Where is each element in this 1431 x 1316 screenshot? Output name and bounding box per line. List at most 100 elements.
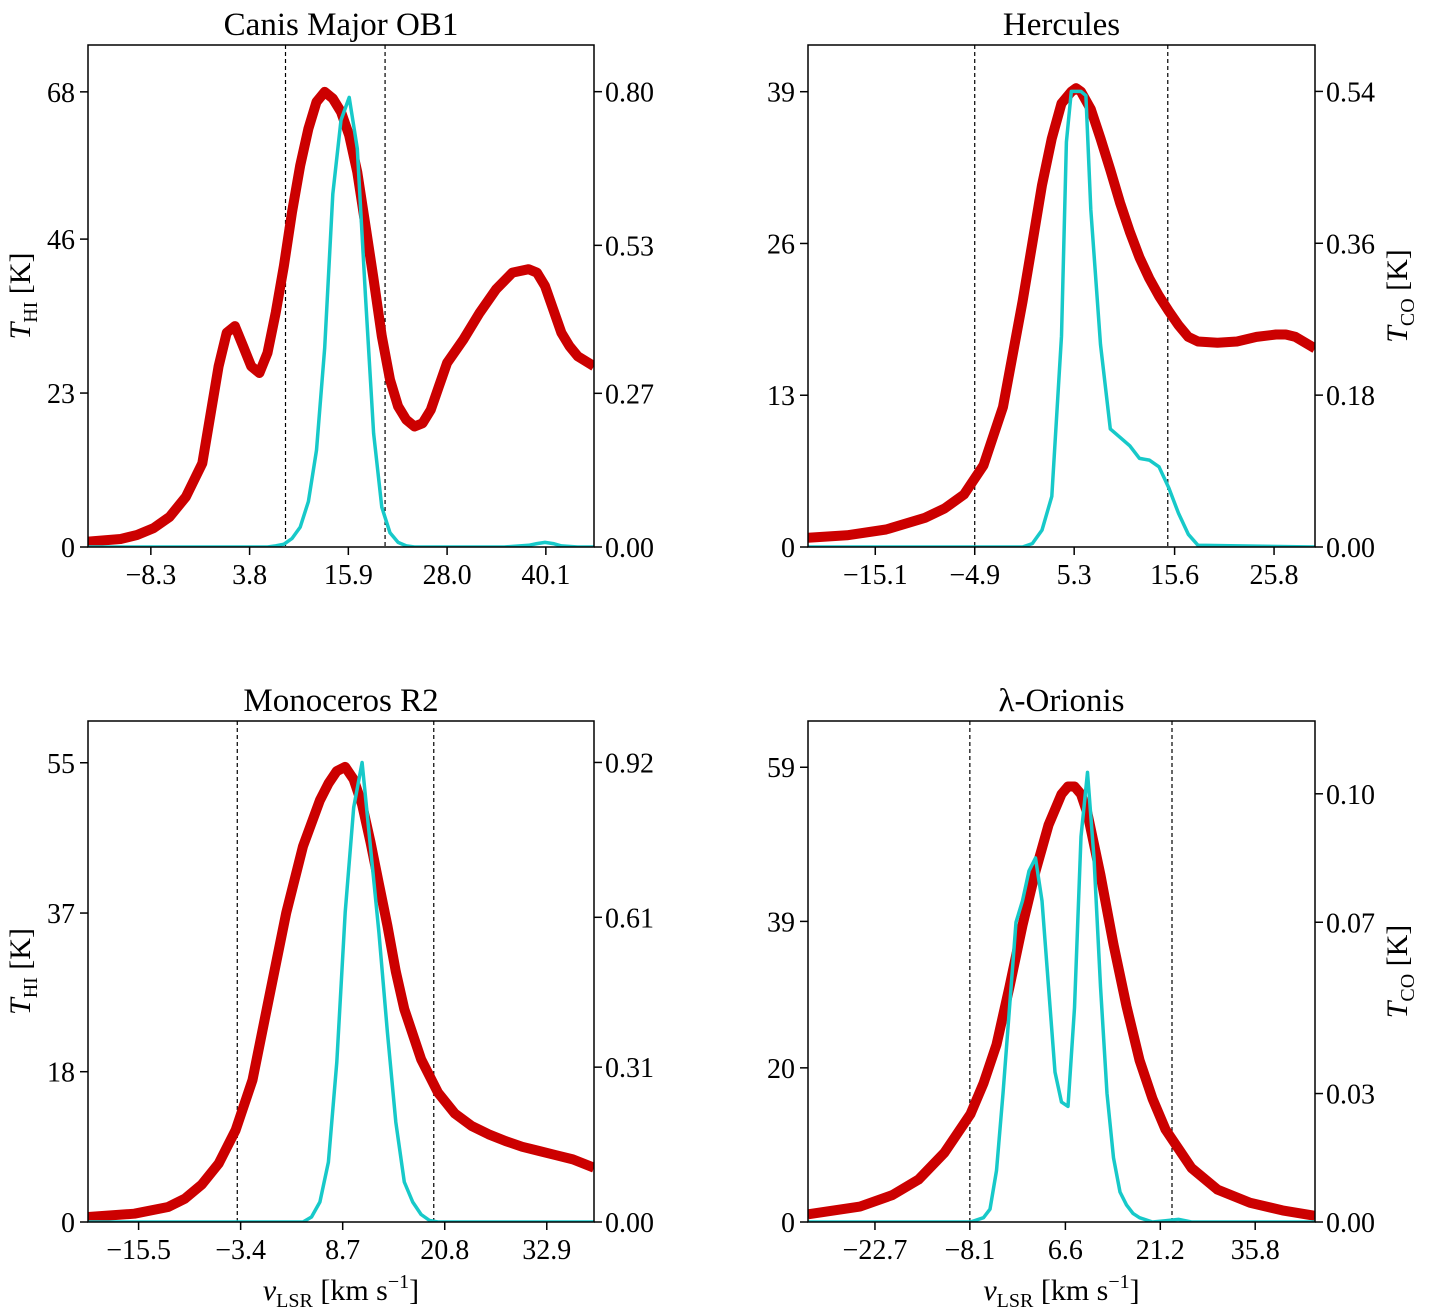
chart-title: Monoceros R2 — [243, 683, 438, 719]
y-axis-label-left-main: T — [4, 320, 37, 339]
y-tick-label-left: 18 — [47, 1058, 75, 1089]
x-tick-label: 25.8 — [1250, 560, 1299, 591]
x-tick-label: −15.5 — [106, 1235, 171, 1266]
y-tick-label-left: 23 — [47, 379, 75, 410]
y-tick-label-right: 0.00 — [1326, 1208, 1375, 1239]
y-tick-label-left: 37 — [47, 899, 75, 930]
y-axis-label-left-subscript: HI — [20, 302, 42, 323]
x-tick-label: −4.9 — [949, 560, 1000, 591]
y-tick-label-left: 0 — [61, 533, 75, 564]
y-tick-label-left: 0 — [781, 533, 795, 564]
y-axis-label-left-unit: [K] — [4, 253, 37, 302]
x-tick-label: 28.0 — [423, 560, 472, 591]
y-axis-label-right-subscript: CO — [1397, 298, 1419, 326]
y-axis-label-left-subscript: HI — [20, 977, 42, 998]
y-axis-label-left-unit: [K] — [4, 928, 37, 977]
y-tick-label-right: 0.92 — [605, 748, 654, 779]
co-line — [88, 760, 594, 1222]
x-axis-label-superscript: −1 — [388, 1271, 409, 1293]
y-axis-label-right-subscript: CO — [1397, 974, 1419, 1002]
y-tick-label-right: 0.00 — [605, 1208, 654, 1239]
y-axis-label-right: TCO [K] — [1381, 249, 1419, 343]
y-axis-label-right-main: T — [1381, 999, 1414, 1018]
y-tick-label-right: 0.36 — [1326, 229, 1375, 260]
x-tick-label: 15.6 — [1150, 560, 1199, 591]
x-tick-label: −3.4 — [215, 1235, 266, 1266]
x-axis-label-subscript: LSR — [997, 1290, 1034, 1312]
x-axis-label-superscript: −1 — [1108, 1271, 1129, 1293]
plot-frame — [87, 720, 595, 1223]
y-tick-label-right: 0.27 — [605, 379, 654, 410]
x-tick-label: −15.1 — [843, 560, 908, 591]
y-tick-label-left: 26 — [767, 229, 795, 260]
hi-line — [808, 83, 1315, 543]
y-axis-label-right-main: T — [1381, 324, 1414, 343]
y-tick-label-left: 68 — [47, 78, 75, 109]
x-tick-label: 32.9 — [522, 1235, 571, 1266]
y-axis-label-left: THI [K] — [4, 253, 42, 340]
x-tick-label: −8.1 — [944, 1235, 995, 1266]
chart-title: Hercules — [1003, 7, 1120, 43]
x-axis-label-unit: [km s — [313, 1274, 388, 1307]
chart-panel-4: −22.7 −8.1 6.6 21.2 35.8 0 20 39 59 0.00 0.03 0.07 0… — [767, 683, 1419, 1312]
x-axis-label-main: v — [263, 1274, 277, 1307]
x-tick-label: 35.8 — [1231, 1235, 1280, 1266]
x-axis-label-end: ] — [409, 1274, 419, 1307]
x-tick-label: −22.7 — [843, 1235, 908, 1266]
y-tick-label-left: 20 — [767, 1054, 795, 1085]
y-tick-label-right: 0.54 — [1326, 77, 1375, 108]
y-tick-label-right: 0.00 — [605, 533, 654, 564]
plot-frame — [807, 720, 1316, 1223]
y-tick-label-left: 39 — [767, 907, 795, 938]
x-axis-label-subscript: LSR — [276, 1290, 313, 1312]
x-tick-label: 6.6 — [1048, 1235, 1083, 1266]
co-line — [88, 95, 594, 547]
y-tick-label-right: 0.07 — [1326, 908, 1375, 939]
hi-line — [808, 781, 1315, 1221]
y-axis-label-right-unit: [K] — [1381, 249, 1414, 298]
chart-panel-3: −15.5 −3.4 8.7 20.8 32.9 0 18 37 55 0.00 0.31 0.61 0… — [4, 683, 654, 1312]
x-tick-label: 15.9 — [324, 560, 373, 591]
plot-frame — [807, 44, 1316, 548]
x-axis-label: vLSR [km s−1] — [263, 1271, 419, 1312]
y-tick-label-right: 0.80 — [605, 78, 654, 109]
x-tick-label: 21.2 — [1136, 1235, 1185, 1266]
plot-frame — [87, 44, 595, 548]
y-axis-label-left-main: T — [4, 996, 37, 1015]
y-tick-label-left: 46 — [47, 225, 75, 256]
y-tick-label-right: 0.18 — [1326, 381, 1375, 412]
y-tick-label-left: 55 — [47, 749, 75, 780]
y-tick-label-left: 13 — [767, 381, 795, 412]
chart-title: Canis Major OB1 — [224, 7, 459, 43]
x-tick-label: 8.7 — [325, 1235, 360, 1266]
x-axis-label-main: v — [983, 1274, 997, 1307]
x-tick-label: 3.8 — [232, 560, 267, 591]
chart-title: λ-Orionis — [999, 683, 1125, 719]
y-axis-label-right-unit: [K] — [1381, 925, 1414, 974]
chart-panel-1: −8.3 3.8 15.9 28.0 40.1 0 23 46 68 0.00 0.27 0.53 0.… — [4, 7, 654, 591]
y-tick-label-right: 0.61 — [605, 903, 654, 934]
x-tick-label: 40.1 — [521, 560, 570, 591]
y-tick-label-right: 0.00 — [1326, 533, 1375, 564]
y-tick-label-left: 0 — [61, 1208, 75, 1239]
x-axis-label-unit: [km s — [1033, 1274, 1108, 1307]
y-tick-label-right: 0.03 — [1326, 1080, 1375, 1111]
y-tick-label-left: 0 — [781, 1208, 795, 1239]
y-tick-label-right: 0.53 — [605, 231, 654, 262]
hi-line — [88, 761, 594, 1222]
x-axis-label-end: ] — [1130, 1274, 1140, 1307]
y-tick-label-right: 0.31 — [605, 1053, 654, 1084]
x-tick-label: −8.3 — [125, 560, 176, 591]
co-line — [808, 89, 1315, 547]
co-line — [808, 770, 1315, 1222]
x-tick-label: 5.3 — [1057, 560, 1092, 591]
y-tick-label-left: 59 — [767, 753, 795, 784]
x-axis-label: vLSR [km s−1] — [983, 1271, 1139, 1312]
y-tick-label-left: 39 — [767, 78, 795, 109]
hi-line — [88, 86, 594, 547]
y-axis-label-right: TCO [K] — [1381, 925, 1419, 1019]
x-tick-label: 20.8 — [420, 1235, 469, 1266]
y-axis-label-left: THI [K] — [4, 928, 42, 1015]
chart-panel-2: −15.1 −4.9 5.3 15.6 25.8 0 13 26 39 0.00 0.18 0.36 0… — [767, 7, 1419, 591]
